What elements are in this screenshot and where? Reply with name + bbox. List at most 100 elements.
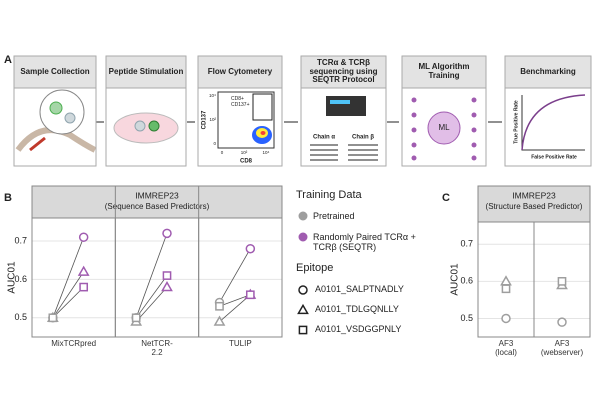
point — [77, 265, 90, 276]
cell — [64, 112, 76, 124]
y-axis-label: AUC01 — [450, 263, 461, 296]
y-tick-label: 0.5 — [460, 313, 473, 323]
flow-ytick: 10² — [209, 117, 216, 122]
step-header — [197, 55, 283, 89]
roc-ylabel: True Positive Rate — [513, 100, 519, 144]
point — [131, 313, 141, 323]
step-title: Sample Collection — [20, 66, 90, 76]
legend-swatch — [297, 231, 309, 243]
facet-panel — [533, 221, 591, 338]
point — [162, 271, 172, 280]
facet-header — [31, 185, 283, 219]
roc-xlabel: False Positive Rate — [531, 154, 577, 160]
illustrations — [15, 89, 586, 161]
point — [213, 315, 226, 326]
flow-gate — [252, 93, 273, 121]
facet-panel — [198, 217, 283, 338]
point — [79, 282, 89, 292]
y-tick-label: 0.7 — [460, 239, 473, 249]
point — [245, 290, 255, 300]
point — [501, 284, 511, 294]
connector — [52, 271, 84, 319]
legend-label: A0101_VSDGGPNLY — [315, 324, 402, 334]
arm — [15, 127, 97, 153]
legend-swatch — [297, 210, 309, 222]
flow-ylabel: CD137 — [202, 110, 208, 129]
y-tick-label: 0.5 — [14, 312, 27, 322]
cell — [134, 120, 146, 132]
connector — [219, 294, 251, 322]
step-title: Flow Cytometery — [207, 66, 273, 76]
point — [78, 232, 89, 242]
flow-axes — [217, 91, 275, 149]
legend-swatch — [297, 303, 309, 315]
sequencer — [326, 96, 366, 116]
connector — [219, 248, 251, 303]
flow-xtick: 10⁴ — [263, 150, 270, 155]
flow-xtick: 10² — [241, 150, 248, 155]
connector — [52, 286, 84, 319]
point — [48, 313, 58, 323]
point — [501, 313, 511, 324]
step-header — [300, 55, 387, 89]
chain-label: Chain β — [352, 135, 374, 141]
connector — [52, 237, 85, 318]
facet-header — [477, 185, 591, 223]
legend-swatch — [298, 285, 308, 295]
panel-label: B — [4, 192, 12, 204]
petri-dish — [113, 112, 179, 144]
chart-title: IMMREP23 — [135, 190, 179, 200]
point — [557, 277, 567, 286]
sequence-lines — [310, 144, 378, 161]
flow-xlabel: CD8 — [240, 159, 253, 165]
zoom-circle — [39, 89, 85, 135]
legend-title: Training Data — [296, 189, 362, 201]
connector — [135, 233, 168, 318]
step-title: ML Algorithm Training — [418, 62, 470, 80]
step-header — [401, 55, 487, 89]
sequencer-screen — [330, 100, 350, 104]
step-header — [504, 55, 592, 89]
tube — [29, 136, 46, 152]
ml-circle — [427, 111, 461, 145]
roc-curve — [521, 94, 586, 151]
flow-xtick: 0 — [221, 150, 224, 155]
legend-swatch — [298, 325, 308, 335]
flow-gate-label: CD8+ CD137+ — [231, 96, 250, 108]
y-axis-label: AUC01 — [7, 261, 18, 294]
roc-axes — [521, 95, 585, 151]
point — [557, 317, 567, 327]
x-tick-label: MixTCRpred — [51, 339, 97, 348]
chart-subtitle: (Sequence Based Predictors) — [105, 202, 210, 211]
chart-title: IMMREP23 — [512, 190, 556, 200]
facet-panel — [31, 217, 116, 338]
chain-label: Chain α — [313, 135, 335, 141]
network-nodes — [411, 97, 477, 161]
point — [161, 280, 173, 292]
x-tick-label: TULIP — [228, 339, 252, 348]
legend-title: Epitope — [296, 262, 334, 274]
legend-label: Pretrained — [313, 211, 355, 221]
legend-label: A0101_SALPTNADLY — [315, 284, 404, 294]
cell — [148, 120, 160, 132]
panel-label: C — [442, 192, 450, 204]
ml-label: ML — [438, 123, 450, 132]
y-tick-label: 0.6 — [460, 276, 473, 286]
step-title: Benchmarking — [520, 66, 576, 76]
flow-blob — [260, 131, 266, 135]
legend-label: Randomly Paired TCRα + TCRβ (SEQTR) — [313, 232, 416, 253]
y-tick-label: 0.7 — [14, 235, 27, 245]
legend-label: A0101_TDLGQNLLY — [315, 304, 399, 314]
chart-subtitle: (Structure Based Predictor) — [486, 202, 583, 211]
facet-panel — [114, 217, 200, 338]
cell — [49, 101, 63, 115]
step-header — [105, 55, 187, 89]
connector — [219, 294, 251, 307]
panel-label: A — [4, 54, 12, 66]
connector — [135, 275, 168, 319]
x-tick-label: NetTCR-2.2 — [141, 339, 173, 357]
flow-ytick: 10⁴ — [209, 93, 216, 98]
point — [162, 228, 172, 239]
